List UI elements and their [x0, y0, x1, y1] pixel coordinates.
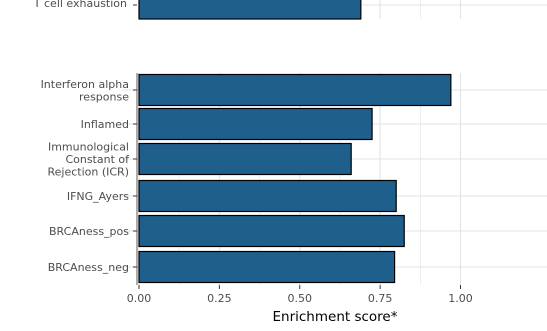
- y-tick-label: Inflamed: [81, 118, 129, 131]
- x-tick-label: 1.00: [448, 292, 473, 305]
- x-tick-label: 0.25: [207, 292, 232, 305]
- bar-ifng-ayers: [138, 179, 397, 213]
- x-tick-label: 0.00: [127, 292, 152, 305]
- x-tick-label: 0.50: [288, 292, 313, 305]
- x-tick-label: 0.75: [368, 292, 393, 305]
- bar-interferon-alpha-response: [138, 73, 452, 107]
- bar-t-cell-exhaustion: [138, 0, 362, 20]
- y-tick-label: BRCAness_neg: [48, 261, 129, 274]
- y-tick-label: BRCAness_pos: [49, 225, 129, 238]
- y-tick-label: T cell exhaustion: [33, 0, 127, 10]
- bar-inflamed: [138, 107, 373, 141]
- y-tick-label: Interferon alpha: [41, 78, 129, 91]
- bar-brcaness-neg: [138, 250, 396, 284]
- y-tick-label: Rejection (ICR): [47, 166, 129, 179]
- bars: [138, 73, 452, 284]
- x-axis: 0.00 0.25 0.50 0.75 1.00: [127, 285, 473, 305]
- y-tick-label: IFNG_Ayers: [67, 190, 129, 203]
- bar-brcaness-pos: [138, 214, 405, 248]
- x-axis-title: Enrichment score*: [273, 309, 398, 325]
- y-tick-label: response: [79, 90, 129, 103]
- bar-immunological-constant-of-rejection-icr-: [138, 142, 352, 176]
- y-tick-label: Constant of: [65, 153, 130, 166]
- y-tick-label: Immunological: [48, 141, 129, 154]
